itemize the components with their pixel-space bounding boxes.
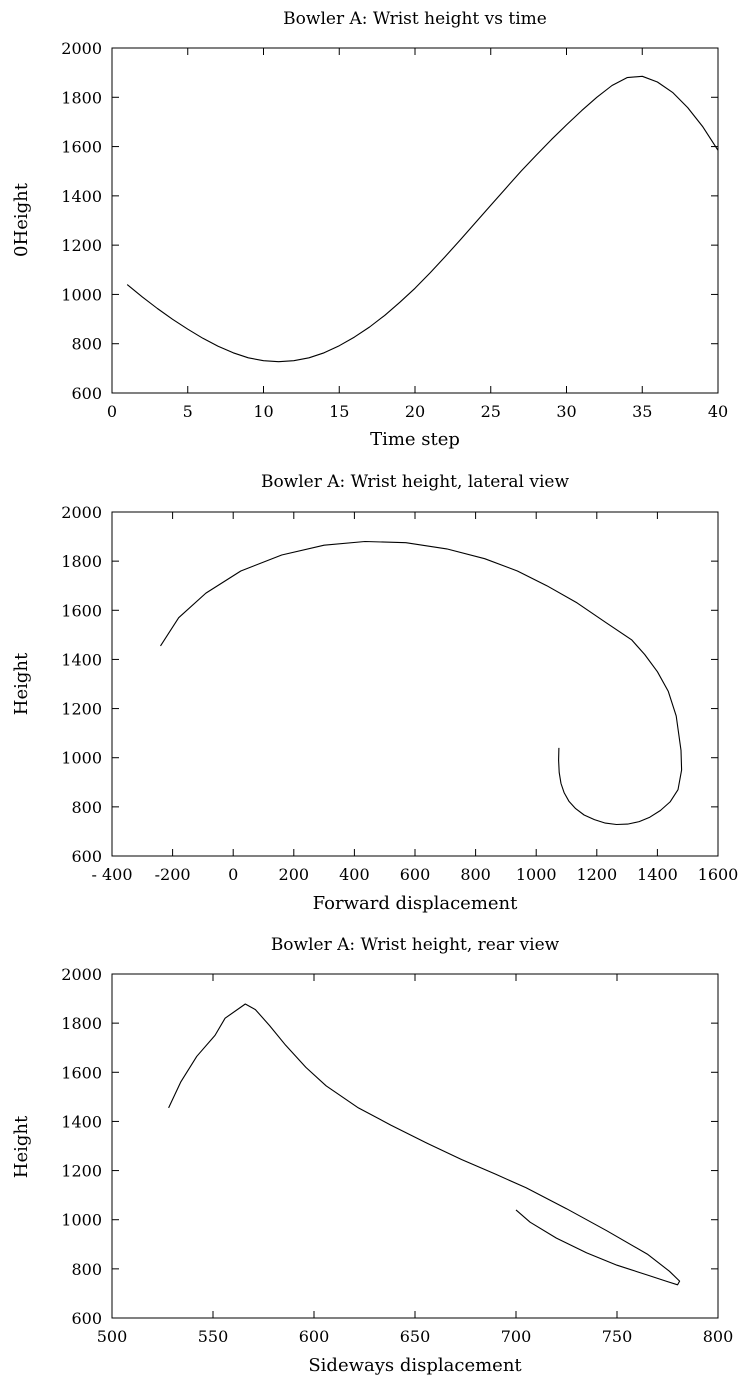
- x-tick-label: 0: [228, 865, 238, 884]
- x-axis-label: Forward displacement: [313, 893, 519, 914]
- x-tick-label: 800: [460, 865, 491, 884]
- wrist-height-curve: [126, 75, 719, 363]
- chart-title: Bowler A: Wrist height vs time: [283, 9, 547, 29]
- x-axis-label: Time step: [370, 429, 460, 450]
- y-tick-label: 800: [71, 1260, 102, 1279]
- y-tick-label: 1200: [61, 700, 102, 719]
- x-tick-label: 1400: [637, 865, 678, 884]
- wrist-height-curve: [168, 1003, 681, 1286]
- x-tick-label: 25: [481, 402, 501, 421]
- y-tick-label: 1400: [61, 650, 102, 669]
- y-tick-label: 600: [71, 1309, 102, 1328]
- y-tick-label: 600: [71, 847, 102, 866]
- y-tick-label: 1800: [61, 88, 102, 107]
- y-tick-label: 1200: [61, 236, 102, 255]
- chart-lateral-view: Bowler A: Wrist height, lateral view For…: [11, 472, 738, 914]
- chart-rear-view: Bowler A: Wrist height, rear view Sidewa…: [11, 935, 733, 1376]
- x-tick-label: 30: [556, 402, 576, 421]
- y-tick-label: 1800: [61, 552, 102, 571]
- y-tick-label: 1800: [61, 1014, 102, 1033]
- x-tick-label: 5: [183, 402, 193, 421]
- x-tick-label: 40: [708, 402, 728, 421]
- x-tick-label: 1200: [576, 865, 617, 884]
- y-tick-label: 1000: [61, 285, 102, 304]
- y-tick-label: 800: [71, 335, 102, 354]
- y-tick-label: 2000: [61, 965, 102, 984]
- x-tick-label: 700: [501, 1327, 532, 1346]
- y-tick-label: 1200: [61, 1162, 102, 1181]
- x-tick-label: 35: [632, 402, 652, 421]
- y-tick-label: 2000: [61, 39, 102, 58]
- x-tick-label: 800: [703, 1327, 734, 1346]
- x-tick-label: 600: [400, 865, 431, 884]
- y-tick-label: 1000: [61, 1211, 102, 1230]
- y-tick-label: 2000: [61, 503, 102, 522]
- y-tick-label: 1000: [61, 749, 102, 768]
- x-tick-label: -200: [155, 865, 191, 884]
- plot-frame: [111, 511, 719, 857]
- chart-time-series: Bowler A: Wrist height vs time Time step…: [11, 9, 728, 450]
- y-tick-label: 1600: [61, 601, 102, 620]
- x-tick-label: 20: [405, 402, 425, 421]
- chart-title: Bowler A: Wrist height, lateral view: [261, 472, 570, 492]
- y-axis-label: Height: [11, 1115, 32, 1178]
- y-tick-label: 1400: [61, 1112, 102, 1131]
- y-tick-label: 800: [71, 798, 102, 817]
- y-tick-label: 1600: [61, 1063, 102, 1082]
- x-tick-label: 600: [299, 1327, 330, 1346]
- y-tick-label: 1400: [61, 187, 102, 206]
- y-tick-label: 600: [71, 384, 102, 403]
- y-axis-label: 0Height: [11, 182, 32, 257]
- x-tick-label: 400: [339, 865, 370, 884]
- chart-title: Bowler A: Wrist height, rear view: [271, 935, 560, 955]
- x-tick-label: 750: [602, 1327, 633, 1346]
- x-tick-label: 10: [253, 402, 273, 421]
- x-tick-label: 200: [279, 865, 310, 884]
- y-axis-label: Height: [11, 652, 32, 715]
- x-tick-label: 550: [198, 1327, 229, 1346]
- x-axis-label: Sideways displacement: [308, 1355, 522, 1376]
- y-tick-label: 1600: [61, 138, 102, 157]
- x-tick-label: 0: [107, 402, 117, 421]
- plot-frame: [111, 973, 719, 1319]
- x-tick-label: 15: [329, 402, 349, 421]
- wrist-height-curve: [160, 540, 683, 826]
- x-tick-label: 500: [97, 1327, 128, 1346]
- x-tick-label: 1000: [516, 865, 557, 884]
- x-tick-label: 650: [400, 1327, 431, 1346]
- x-tick-label: - 400: [91, 865, 132, 884]
- x-tick-label: 1600: [698, 865, 739, 884]
- plot-frame: [111, 47, 719, 394]
